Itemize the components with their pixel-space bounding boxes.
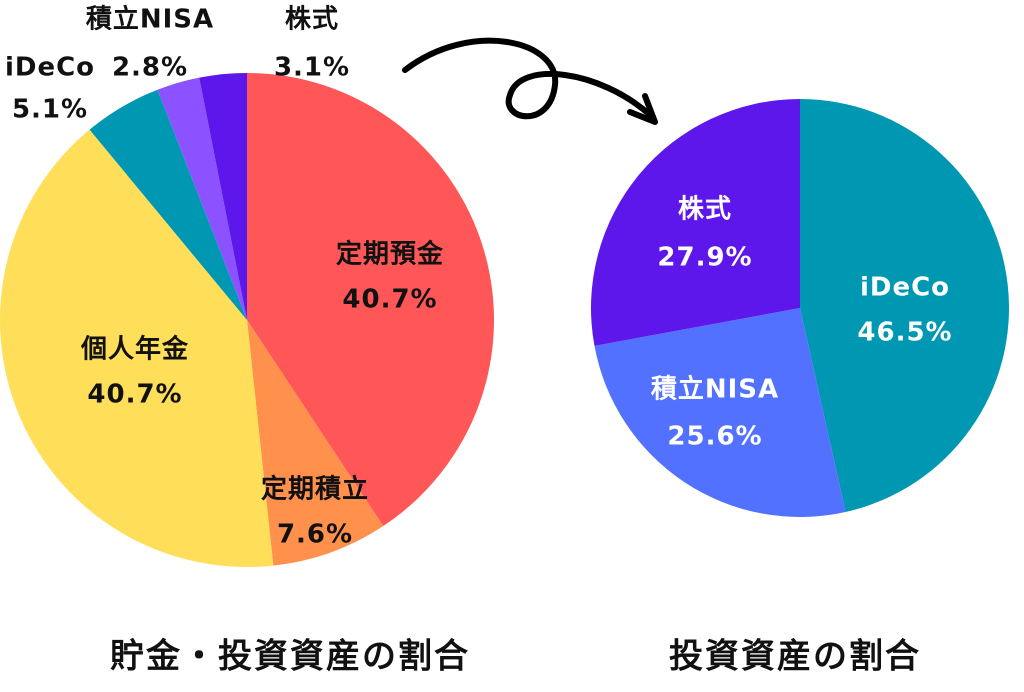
- chart-title: 貯金・投資資産の割合: [110, 637, 470, 677]
- slice-category-label: 株式: [678, 195, 732, 225]
- slice-category-label: 積立NISA: [651, 374, 779, 405]
- arrow: [402, 37, 653, 120]
- slice-category-label: iDeCo: [5, 53, 95, 83]
- slice-value-label: 5.1%: [12, 95, 88, 125]
- pie-slice: [247, 320, 384, 566]
- slice-category-label: iDeCo: [860, 273, 950, 303]
- pie-slice: [0, 129, 274, 567]
- slice-category-label: 定期預金: [336, 239, 444, 270]
- slice-category-label: 個人年金: [80, 334, 189, 365]
- pie-slice: [594, 308, 846, 517]
- pie-slice: [800, 99, 1009, 512]
- pie-slice: [157, 77, 247, 320]
- slice-value-label: 3.1%: [274, 53, 350, 83]
- slice-value-label: 7.6%: [277, 520, 353, 550]
- slice-value-label: 25.6%: [667, 422, 762, 452]
- slice-value-label: 40.7%: [87, 380, 182, 410]
- pie-slice: [591, 99, 800, 346]
- slice-value-label: 40.7%: [342, 285, 437, 315]
- arrow-head: [627, 93, 658, 125]
- pie-slice: [89, 89, 247, 320]
- slice-value-label: 2.8%: [112, 53, 188, 83]
- slice-value-label: 27.9%: [657, 243, 752, 273]
- pie-slice: [199, 73, 247, 320]
- slice-category-label: 定期積立: [261, 474, 369, 505]
- chart-title: 投資資産の割合: [669, 637, 921, 677]
- slice-category-label: 積立NISA: [86, 4, 214, 35]
- pie-slice: [247, 73, 495, 527]
- slice-value-label: 46.5%: [857, 318, 952, 348]
- slice-category-label: 株式: [285, 5, 339, 35]
